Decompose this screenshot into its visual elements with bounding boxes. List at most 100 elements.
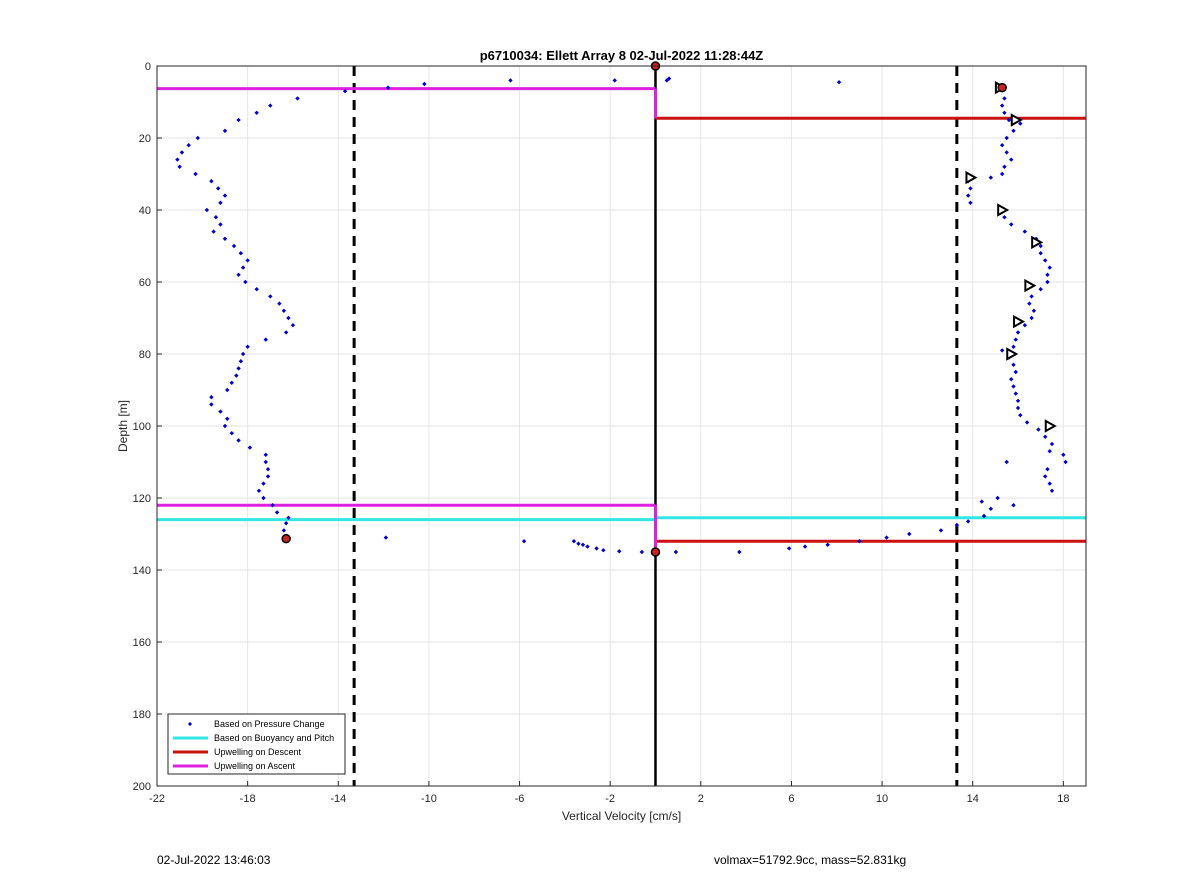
data-point — [1029, 315, 1034, 321]
legend-box — [167, 713, 346, 775]
data-point — [1061, 452, 1066, 457]
data-point — [245, 344, 250, 349]
data-point — [254, 287, 259, 292]
data-point — [1047, 265, 1052, 270]
series-layer — [157, 61, 1086, 786]
data-point — [1049, 441, 1055, 447]
data-point — [999, 103, 1005, 108]
data-point — [1043, 474, 1048, 479]
data-point — [286, 315, 291, 321]
data-point — [1011, 344, 1016, 349]
data-point — [1009, 377, 1014, 382]
x-tick-label: -14 — [330, 793, 346, 805]
data-point — [218, 409, 223, 414]
data-point — [999, 348, 1005, 353]
data-point — [1047, 449, 1052, 454]
data-point — [383, 535, 389, 540]
data-point — [673, 549, 679, 555]
data-point — [342, 89, 348, 94]
triangle-marker — [965, 170, 978, 185]
data-point — [508, 78, 513, 83]
triangle-marker — [1024, 278, 1037, 293]
data-point — [585, 544, 590, 549]
data-point — [281, 308, 287, 313]
triangle-marker — [1031, 235, 1044, 250]
data-point — [238, 251, 244, 256]
x-tick-label: -10 — [421, 793, 437, 805]
data-point — [1015, 405, 1021, 411]
data-point — [786, 546, 792, 551]
data-point — [576, 541, 581, 546]
data-point — [193, 171, 198, 177]
data-point — [1013, 337, 1018, 342]
legend-label: Based on Buoyancy and Pitch — [214, 733, 334, 743]
data-point — [1038, 243, 1043, 249]
data-point — [1011, 362, 1016, 367]
legend: Based on Pressure Change Based on Buoyanc… — [167, 713, 346, 775]
x-tick-label: 6 — [788, 793, 794, 805]
y-tick-label: 80 — [139, 349, 151, 361]
data-point — [521, 539, 527, 544]
data-point — [236, 272, 241, 277]
y-tick-label: 0 — [145, 61, 151, 73]
data-point — [179, 150, 185, 155]
endpoint-marker — [650, 547, 661, 557]
data-point — [857, 539, 862, 544]
data-point — [290, 323, 296, 328]
data-point — [281, 528, 287, 533]
data-point — [1002, 164, 1007, 169]
data-point — [981, 513, 987, 519]
data-point — [1002, 96, 1007, 101]
data-point — [254, 110, 259, 115]
data-point — [240, 351, 246, 357]
data-point — [177, 164, 182, 169]
data-point — [209, 395, 214, 400]
data-point — [265, 467, 271, 472]
data-point — [186, 143, 191, 148]
y-axis-label: Depth [m] — [116, 400, 130, 452]
data-point — [245, 258, 250, 263]
data-point — [968, 186, 973, 191]
data-point — [238, 359, 244, 364]
data-point — [999, 143, 1005, 148]
data-point — [965, 193, 971, 198]
endpoint-marker — [997, 82, 1007, 93]
data-point — [1063, 459, 1068, 465]
data-point — [1011, 384, 1016, 389]
y-tick-label: 40 — [139, 205, 151, 217]
x-tick-label: -6 — [515, 793, 525, 805]
data-point — [664, 78, 670, 83]
data-point — [907, 531, 912, 537]
y-tick-label: 100 — [133, 421, 151, 433]
data-point — [617, 549, 622, 554]
x-tick-label: -2 — [605, 793, 615, 805]
data-point — [268, 294, 273, 299]
data-point — [1013, 391, 1018, 396]
data-point — [243, 279, 248, 285]
data-point — [580, 542, 586, 547]
data-point — [215, 186, 221, 191]
data-point — [1004, 150, 1009, 155]
data-point — [270, 503, 275, 508]
x-tick-label: 18 — [1057, 793, 1069, 805]
data-point — [1045, 467, 1050, 472]
axes: -22 -18 -14 -10 -6 -2 2 6 10 14 180204060801001201… — [133, 61, 1087, 805]
data-point — [222, 193, 228, 198]
chart-title: p6710034: Ellett Array 8 02-Jul-2022 11:… — [480, 48, 764, 63]
x-tick-label: 14 — [967, 793, 979, 805]
data-point — [979, 499, 984, 504]
data-point — [265, 474, 271, 479]
data-point — [802, 544, 808, 549]
data-point — [995, 495, 1000, 501]
data-point — [612, 78, 617, 83]
data-point — [571, 539, 577, 544]
data-point — [1045, 279, 1050, 285]
data-point — [295, 96, 300, 101]
data-point — [209, 179, 214, 184]
y-tick-label: 60 — [139, 277, 151, 289]
data-point — [236, 117, 241, 123]
data-point — [229, 431, 234, 436]
x-tick-label: 2 — [698, 793, 704, 805]
data-point — [1002, 215, 1007, 220]
data-point — [175, 157, 180, 162]
